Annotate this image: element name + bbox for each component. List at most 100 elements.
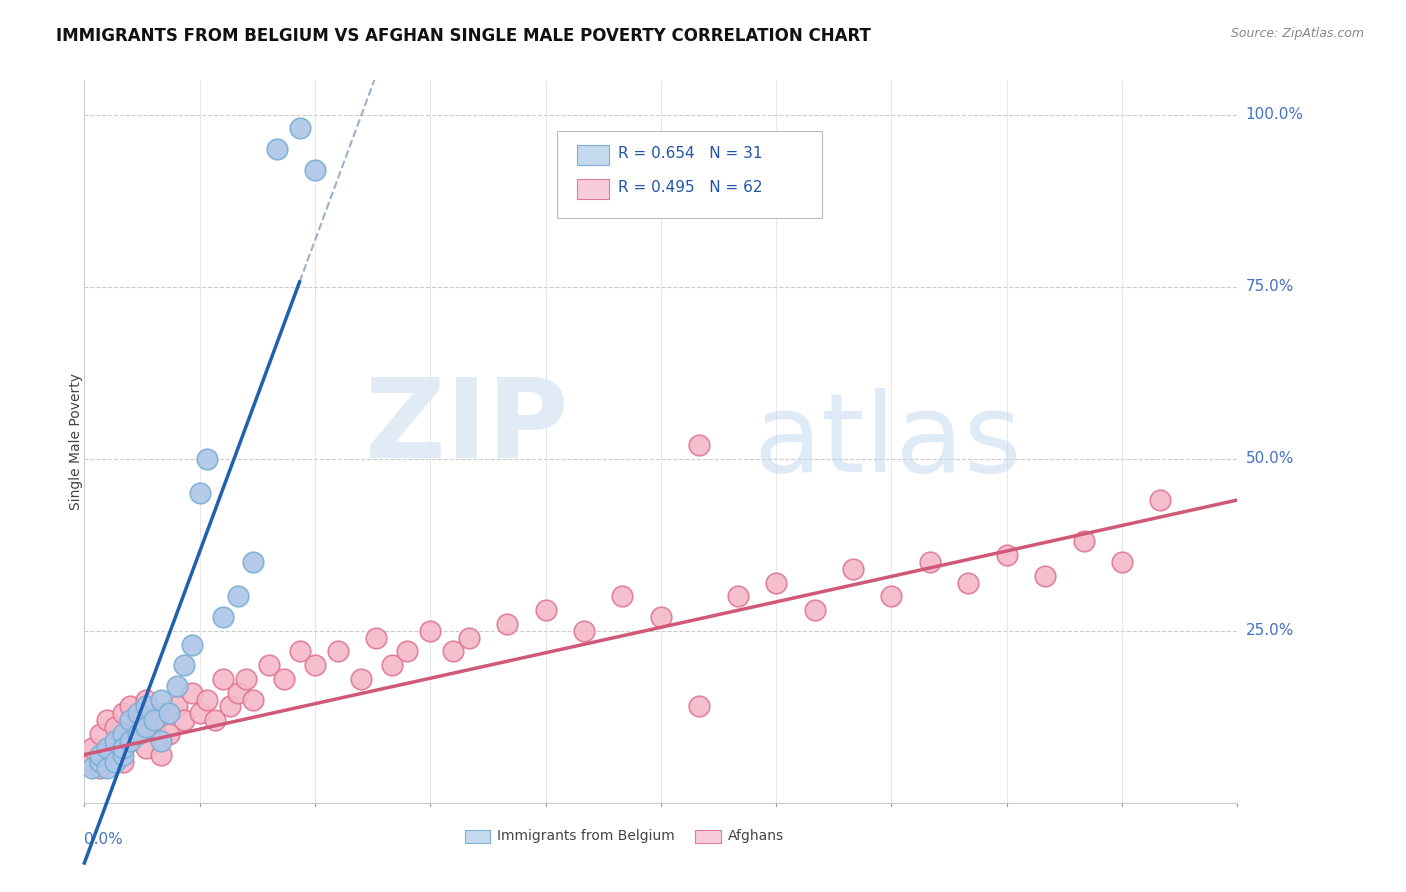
Point <box>89 755 111 769</box>
Point <box>195 692 218 706</box>
Text: ZIP: ZIP <box>366 374 568 481</box>
Text: Afghans: Afghans <box>728 829 783 843</box>
Point <box>104 720 127 734</box>
Point <box>89 761 111 775</box>
Point <box>242 555 264 569</box>
Point <box>918 555 941 569</box>
Point <box>765 575 787 590</box>
Point <box>326 644 349 658</box>
Point <box>496 616 519 631</box>
Point <box>135 740 157 755</box>
FancyBboxPatch shape <box>465 830 491 843</box>
Point <box>181 686 204 700</box>
Point <box>150 692 173 706</box>
Text: 100.0%: 100.0% <box>1246 107 1303 122</box>
Point <box>1149 493 1171 508</box>
Point <box>157 727 180 741</box>
Point <box>688 438 710 452</box>
Point <box>135 699 157 714</box>
Text: atlas: atlas <box>754 388 1022 495</box>
Point <box>219 699 242 714</box>
Point <box>304 658 326 673</box>
Point <box>89 747 111 762</box>
Text: Source: ZipAtlas.com: Source: ZipAtlas.com <box>1230 27 1364 40</box>
Point <box>957 575 980 590</box>
Point <box>173 658 195 673</box>
Text: 0.0%: 0.0% <box>84 831 124 847</box>
Point <box>366 631 388 645</box>
Point <box>1033 568 1056 582</box>
Point <box>419 624 441 638</box>
Point <box>135 720 157 734</box>
Point <box>120 734 142 748</box>
Point <box>150 706 173 721</box>
Point <box>111 755 134 769</box>
Point <box>127 713 149 727</box>
Point <box>104 734 127 748</box>
Text: IMMIGRANTS FROM BELGIUM VS AFGHAN SINGLE MALE POVERTY CORRELATION CHART: IMMIGRANTS FROM BELGIUM VS AFGHAN SINGLE… <box>56 27 872 45</box>
Point <box>803 603 825 617</box>
Point <box>204 713 226 727</box>
Point <box>96 740 118 755</box>
Point <box>650 610 672 624</box>
Point <box>104 755 127 769</box>
Point <box>111 727 134 741</box>
Point <box>166 699 188 714</box>
Point <box>727 590 749 604</box>
Point <box>111 740 134 755</box>
Point <box>242 692 264 706</box>
Point <box>150 747 173 762</box>
Point <box>1111 555 1133 569</box>
Point <box>612 590 634 604</box>
Point <box>127 706 149 721</box>
Point <box>288 121 311 136</box>
Point <box>226 590 249 604</box>
Point <box>880 590 903 604</box>
Point <box>257 658 280 673</box>
Point <box>235 672 257 686</box>
Point <box>80 761 103 775</box>
Point <box>157 706 180 721</box>
Point <box>142 720 165 734</box>
Point <box>80 740 103 755</box>
Point <box>534 603 557 617</box>
Text: 25.0%: 25.0% <box>1246 624 1294 639</box>
Point <box>89 727 111 741</box>
Point <box>127 727 149 741</box>
FancyBboxPatch shape <box>576 179 609 200</box>
Point <box>457 631 479 645</box>
Point <box>226 686 249 700</box>
Point <box>396 644 419 658</box>
Point <box>211 610 233 624</box>
Point <box>288 644 311 658</box>
Y-axis label: Single Male Poverty: Single Male Poverty <box>69 373 83 510</box>
Point <box>188 486 211 500</box>
Point <box>104 740 127 755</box>
Point <box>127 727 149 741</box>
Point <box>96 761 118 775</box>
Point <box>842 562 865 576</box>
Point <box>304 162 326 177</box>
Point <box>111 706 134 721</box>
Text: R = 0.654   N = 31: R = 0.654 N = 31 <box>619 145 762 161</box>
Point <box>135 692 157 706</box>
Text: R = 0.495   N = 62: R = 0.495 N = 62 <box>619 180 762 195</box>
Point <box>266 142 288 156</box>
Point <box>80 755 103 769</box>
Point <box>120 713 142 727</box>
Point <box>142 713 165 727</box>
Text: 75.0%: 75.0% <box>1246 279 1294 294</box>
Point <box>381 658 404 673</box>
Point <box>96 713 118 727</box>
Point <box>195 451 218 466</box>
Point <box>166 679 188 693</box>
Point <box>120 734 142 748</box>
Point <box>120 699 142 714</box>
Point <box>441 644 464 658</box>
FancyBboxPatch shape <box>576 145 609 165</box>
Point <box>688 699 710 714</box>
Point <box>188 706 211 721</box>
Point <box>273 672 295 686</box>
FancyBboxPatch shape <box>696 830 721 843</box>
Point <box>181 638 204 652</box>
